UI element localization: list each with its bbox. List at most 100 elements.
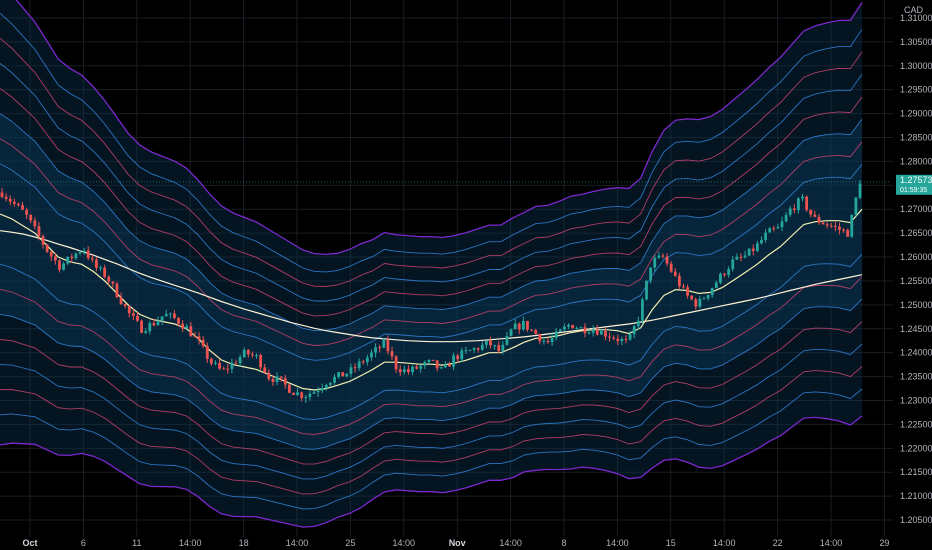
candle-body[interactable] <box>49 251 53 257</box>
candle-body[interactable] <box>739 256 743 258</box>
candle-body[interactable] <box>616 338 620 341</box>
candle-body[interactable] <box>784 214 788 222</box>
candle-body[interactable] <box>218 362 221 369</box>
candle-body[interactable] <box>534 329 538 334</box>
candle-body[interactable] <box>152 323 156 326</box>
candle-body[interactable] <box>468 350 472 352</box>
candle-body[interactable] <box>214 362 217 364</box>
candle-body[interactable] <box>402 369 406 373</box>
candle-body[interactable] <box>95 259 98 268</box>
candle-body[interactable] <box>624 339 628 341</box>
candle-body[interactable] <box>706 294 710 299</box>
candle-body[interactable] <box>411 366 414 373</box>
candle-body[interactable] <box>595 329 599 335</box>
candle-body[interactable] <box>735 256 739 260</box>
candle-body[interactable] <box>710 287 714 295</box>
candle-body[interactable] <box>567 324 570 327</box>
candle-body[interactable] <box>838 226 841 230</box>
candle-body[interactable] <box>357 361 361 369</box>
candle-body[interactable] <box>792 208 796 211</box>
candle-body[interactable] <box>686 287 689 296</box>
candle-body[interactable] <box>99 267 102 269</box>
candle-body[interactable] <box>271 378 275 383</box>
candle-body[interactable] <box>304 396 308 399</box>
candle-body[interactable] <box>398 369 402 373</box>
candle-body[interactable] <box>727 269 731 275</box>
candle-body[interactable] <box>517 323 521 330</box>
candle-body[interactable] <box>415 366 419 369</box>
candle-body[interactable] <box>333 376 336 383</box>
candle-body[interactable] <box>653 257 657 268</box>
candle-body[interactable] <box>850 214 854 237</box>
candle-body[interactable] <box>337 372 341 377</box>
candle-body[interactable] <box>448 364 451 367</box>
candle-body[interactable] <box>846 229 850 237</box>
candle-body[interactable] <box>751 248 755 252</box>
candle-body[interactable] <box>66 256 70 264</box>
candle-body[interactable] <box>238 357 242 364</box>
candle-body[interactable] <box>205 345 209 359</box>
candle-body[interactable] <box>119 297 123 305</box>
candle-body[interactable] <box>407 369 410 373</box>
candle-body[interactable] <box>571 324 575 329</box>
candle-body[interactable] <box>226 368 230 370</box>
candle-body[interactable] <box>33 220 37 227</box>
candle-body[interactable] <box>509 329 513 337</box>
candle-body[interactable] <box>427 359 431 363</box>
candle-body[interactable] <box>345 373 349 377</box>
candle-body[interactable] <box>222 368 226 370</box>
candle-body[interactable] <box>599 330 603 335</box>
candle-body[interactable] <box>526 320 529 330</box>
candle-body[interactable] <box>329 382 332 385</box>
candle-body[interactable] <box>189 326 193 337</box>
candle-body[interactable] <box>312 392 316 394</box>
candle-body[interactable] <box>817 216 821 223</box>
candle-body[interactable] <box>575 327 579 329</box>
candle-body[interactable] <box>608 336 611 338</box>
candle-body[interactable] <box>370 352 373 358</box>
candle-body[interactable] <box>439 367 443 369</box>
candle-body[interactable] <box>82 250 86 252</box>
candle-body[interactable] <box>78 251 82 254</box>
candle-body[interactable] <box>115 283 119 298</box>
candle-body[interactable] <box>591 329 595 333</box>
candle-body[interactable] <box>587 332 591 334</box>
candle-body[interactable] <box>201 339 205 346</box>
candle-body[interactable] <box>103 267 107 277</box>
candle-body[interactable] <box>604 330 607 337</box>
candle-body[interactable] <box>723 273 726 275</box>
candle-body[interactable] <box>275 376 279 383</box>
candle-body[interactable] <box>386 339 390 352</box>
candle-body[interactable] <box>768 228 772 233</box>
candle-body[interactable] <box>111 281 115 284</box>
candle-body[interactable] <box>308 393 312 397</box>
candle-body[interactable] <box>209 358 213 364</box>
candle-body[interactable] <box>719 273 722 283</box>
candle-body[interactable] <box>538 333 542 342</box>
candle-body[interactable] <box>292 392 295 395</box>
candle-body[interactable] <box>731 259 735 270</box>
candle-body[interactable] <box>764 232 767 240</box>
candle-body[interactable] <box>858 183 862 198</box>
candle-body[interactable] <box>267 372 271 379</box>
candle-body[interactable] <box>419 365 423 369</box>
candle-body[interactable] <box>123 304 127 307</box>
candle-body[interactable] <box>279 376 283 379</box>
candle-body[interactable] <box>632 326 636 335</box>
candle-body[interactable] <box>682 286 685 288</box>
candle-body[interactable] <box>780 221 784 228</box>
candle-body[interactable] <box>813 214 817 217</box>
candle-body[interactable] <box>45 244 49 252</box>
candle-body[interactable] <box>17 203 20 206</box>
candle-body[interactable] <box>255 355 258 357</box>
candle-body[interactable] <box>842 229 845 231</box>
candle-body[interactable] <box>452 355 455 367</box>
candle-body[interactable] <box>173 313 176 319</box>
candle-body[interactable] <box>4 196 8 199</box>
candle-body[interactable] <box>242 349 246 358</box>
candle-body[interactable] <box>476 348 480 350</box>
candle-body[interactable] <box>62 263 65 270</box>
candle-body[interactable] <box>542 340 546 342</box>
candle-body[interactable] <box>456 355 460 360</box>
candle-body[interactable] <box>127 306 131 314</box>
